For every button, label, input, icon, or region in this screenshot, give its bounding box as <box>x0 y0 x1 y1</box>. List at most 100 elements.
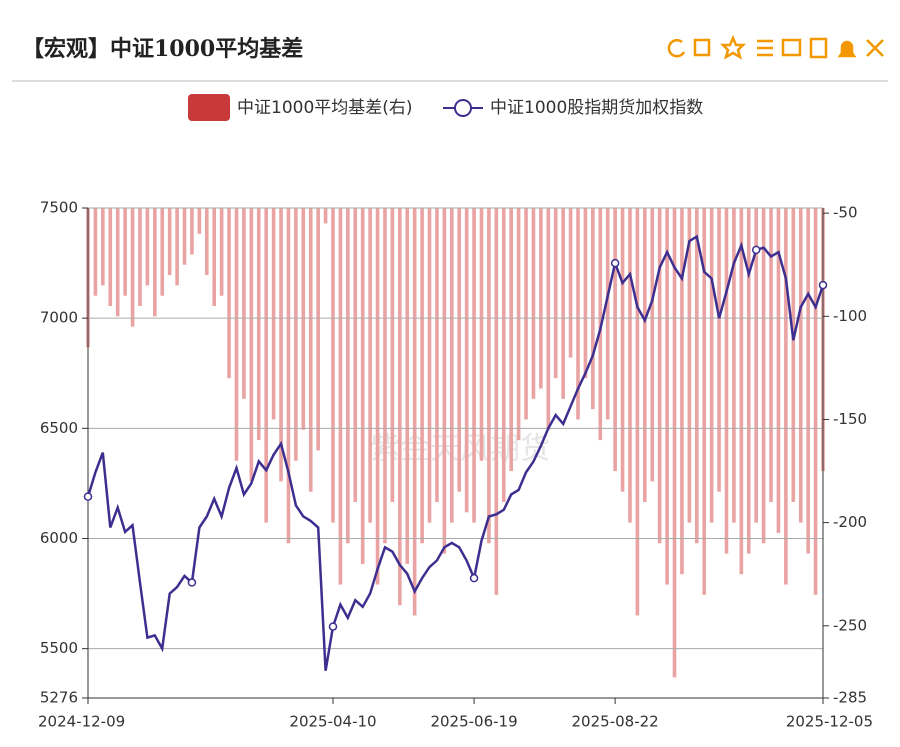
star-icon[interactable] <box>719 34 747 60</box>
bar <box>791 208 796 502</box>
bar <box>145 208 150 286</box>
x-tick-label: 2024-12-09 <box>38 713 125 731</box>
bar <box>657 208 662 544</box>
bar <box>479 208 484 461</box>
y2-tick-label: -250 <box>833 616 867 634</box>
bar <box>375 208 380 585</box>
bar <box>138 208 142 306</box>
bar <box>761 208 766 544</box>
bar <box>732 208 736 523</box>
image-icon[interactable] <box>809 37 828 59</box>
bar <box>583 208 588 379</box>
bar <box>182 208 187 265</box>
bar <box>286 208 291 544</box>
bar <box>316 208 320 451</box>
bar <box>702 208 707 595</box>
bar <box>93 208 98 296</box>
y2-tick-label: -150 <box>833 410 867 428</box>
bar <box>806 208 810 554</box>
y2-tick-label: -200 <box>833 513 867 531</box>
bar <box>242 208 246 399</box>
y2-tick-label: -50 <box>833 204 858 222</box>
bar <box>108 208 113 306</box>
bar <box>561 208 565 399</box>
bar <box>115 208 120 317</box>
bar <box>672 208 677 678</box>
y-tick-label: 7500 <box>40 199 78 217</box>
bar <box>524 208 528 420</box>
bar <box>219 208 224 296</box>
y2-tick-label: -285 <box>833 689 867 707</box>
bar <box>449 208 454 523</box>
bar <box>717 208 721 492</box>
x-tick-label: 2025-08-22 <box>572 713 659 731</box>
bar <box>383 208 387 544</box>
bar <box>591 208 595 410</box>
bar <box>249 208 254 482</box>
bar <box>494 208 499 595</box>
list-icon[interactable] <box>757 39 773 57</box>
bar <box>160 208 165 296</box>
bar <box>353 208 358 502</box>
bar <box>101 208 105 286</box>
fullscreen-icon[interactable] <box>866 39 884 57</box>
bar <box>568 208 573 358</box>
table-icon[interactable] <box>781 38 802 57</box>
bar <box>754 208 758 523</box>
bar <box>813 208 818 595</box>
bar <box>628 208 632 523</box>
bar <box>331 208 335 523</box>
bar <box>531 208 536 399</box>
bar <box>576 208 580 420</box>
y2-tick-label: -100 <box>833 307 867 325</box>
bar <box>427 208 432 523</box>
bar <box>620 208 625 492</box>
line <box>86 234 825 671</box>
bar <box>390 208 395 502</box>
bar <box>123 208 127 296</box>
bar <box>197 208 202 234</box>
bar <box>442 208 447 554</box>
refresh-icon[interactable] <box>667 39 686 58</box>
bell-icon[interactable] <box>837 40 857 58</box>
bar <box>487 208 491 544</box>
bar <box>665 208 669 585</box>
line-marker <box>610 258 620 268</box>
line-marker <box>187 578 197 587</box>
bar <box>360 208 365 564</box>
bar <box>501 208 506 502</box>
bar <box>256 208 261 441</box>
bar <box>153 208 157 317</box>
bar <box>769 208 773 502</box>
bar <box>687 208 692 523</box>
toolbar[interactable] <box>667 34 884 60</box>
legend-marker <box>454 99 472 117</box>
bar <box>784 208 788 585</box>
bar <box>798 208 803 523</box>
line-marker <box>751 245 761 255</box>
bar <box>167 208 172 276</box>
bar <box>709 208 714 523</box>
bar <box>175 208 179 286</box>
bar <box>338 208 343 585</box>
legend-swatch <box>188 94 230 121</box>
bar <box>420 208 424 544</box>
y-tick-label: 7000 <box>40 309 78 327</box>
x-tick-label: 2025-04-10 <box>289 713 376 731</box>
bar <box>405 208 410 564</box>
bar <box>204 208 209 276</box>
bar <box>234 208 239 461</box>
x-tick-label: 2025-06-19 <box>430 713 517 731</box>
bar <box>724 208 729 554</box>
bar <box>539 208 543 389</box>
bar <box>643 208 647 502</box>
line-marker <box>83 492 93 501</box>
bar <box>130 208 135 327</box>
bar <box>190 208 194 255</box>
bar <box>546 208 551 430</box>
edit-icon[interactable] <box>693 38 711 57</box>
bar <box>650 208 655 482</box>
bar <box>346 208 350 544</box>
bar <box>613 208 617 472</box>
